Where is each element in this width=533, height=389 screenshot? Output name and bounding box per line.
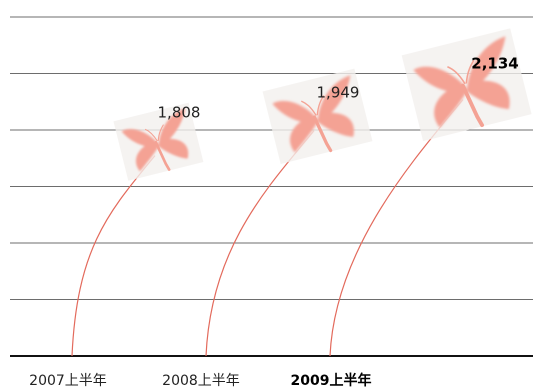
- value-labels: 1,808 1,949 2,134: [158, 55, 519, 122]
- x-tick-label: 2008上半年: [162, 373, 240, 389]
- butterfly-markers: [113, 28, 532, 181]
- x-tick-label: 2009上半年: [291, 372, 372, 389]
- value-label: 1,949: [317, 84, 360, 102]
- butterfly-icon: [113, 102, 204, 181]
- butterfly-icon: [262, 68, 373, 165]
- x-tick-label: 2007上半年: [29, 373, 107, 389]
- x-axis-ticks: 2007上半年 2008上半年 2009上半年: [29, 372, 371, 389]
- value-label: 1,808: [158, 104, 201, 122]
- butterfly-icon: [401, 28, 532, 142]
- growth-trail: [71, 155, 156, 357]
- value-label: 2,134: [471, 55, 518, 73]
- gridlines: [10, 16, 533, 357]
